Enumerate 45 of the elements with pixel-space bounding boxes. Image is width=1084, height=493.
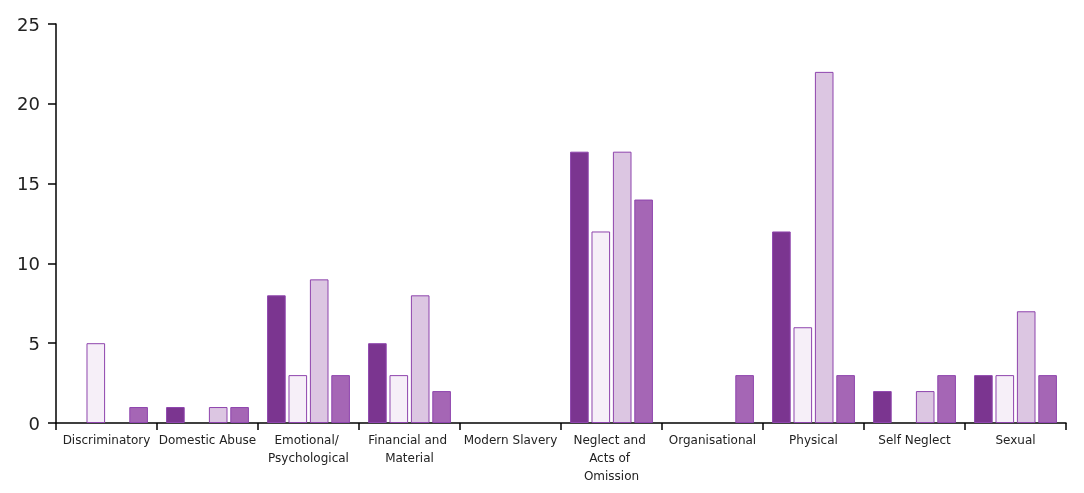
x-tick-label: Self Neglect (878, 433, 951, 447)
bar (793, 327, 813, 423)
bar (915, 391, 935, 423)
bar (86, 343, 106, 423)
bar (410, 295, 430, 423)
y-tick-label: 5 (28, 332, 40, 354)
bar (129, 407, 148, 423)
x-tick-label: Physical (789, 433, 838, 447)
bar (772, 231, 791, 423)
bar (230, 407, 249, 423)
y-tick-label: 10 (17, 252, 40, 274)
bar (331, 375, 350, 423)
bar (389, 375, 409, 423)
x-tick-label: Discriminatory (62, 433, 151, 447)
bar (735, 375, 754, 423)
bar (612, 151, 632, 423)
bar (995, 375, 1015, 423)
bar (570, 151, 589, 423)
bar (814, 71, 834, 423)
x-tick-label: Financial and Material (368, 433, 451, 465)
bar (836, 375, 855, 423)
bar (166, 407, 185, 423)
x-tick-label: Organisational (668, 433, 757, 447)
bar (1016, 311, 1036, 423)
y-tick-label: 25 (17, 13, 40, 35)
x-tick-label: Neglect and Acts of Omission (573, 433, 650, 483)
y-tick-label: 15 (17, 173, 40, 195)
bar (208, 407, 228, 423)
y-tick-label: 0 (28, 412, 40, 434)
bar (267, 295, 286, 423)
x-tick-label: Domestic Abuse (158, 433, 257, 447)
x-tick-label: Sexual (995, 433, 1036, 447)
bar (368, 343, 387, 423)
bar (288, 375, 308, 423)
bar (974, 375, 993, 423)
bar (432, 391, 451, 423)
bar (1038, 375, 1057, 423)
bar (309, 279, 329, 423)
x-tick-label: Modern Slavery (463, 433, 558, 447)
bar (591, 231, 611, 423)
y-tick-label: 20 (17, 93, 40, 115)
bar (937, 375, 956, 423)
x-tick-label: Emotional/ Psychological (268, 433, 349, 465)
bar (634, 199, 653, 423)
bar (873, 391, 892, 423)
